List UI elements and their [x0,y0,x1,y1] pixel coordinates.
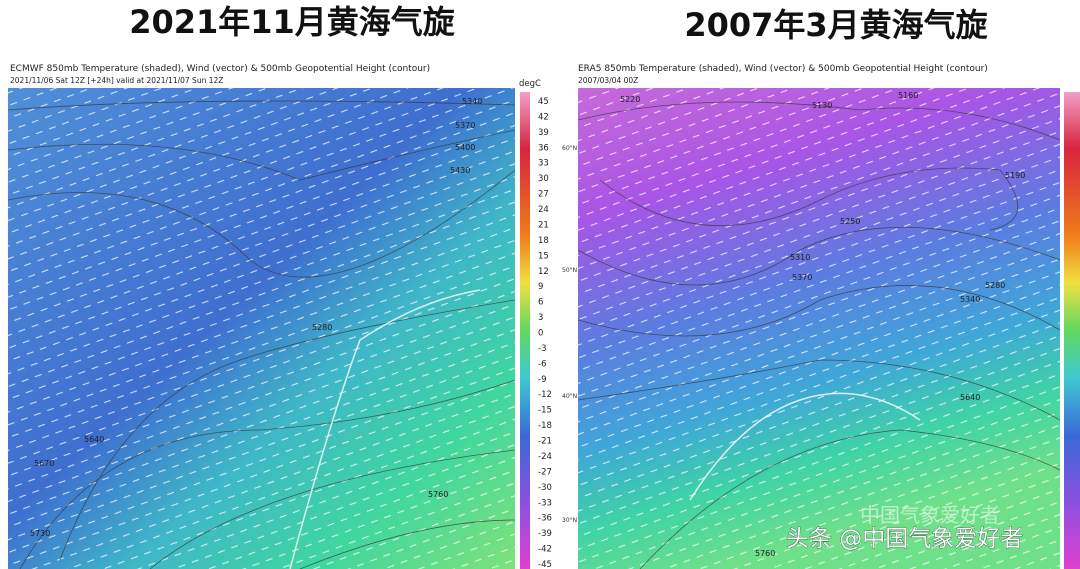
colorbar-tick-label: -39 [538,529,552,539]
panel-subheader: 2021/11/06 Sat 12Z [+24h] valid at 2021/… [10,76,223,85]
contour-label: 5640 [84,435,104,444]
colorbar-tick-label: 24 [538,205,549,215]
panel-title: 2007年3月黄海气旋 [684,6,987,44]
contour-label: 5760 [428,490,448,499]
watermark-faint: 中国气象爱好者 [860,503,1000,527]
latitude-label: 50°N [562,267,577,274]
colorbar-tick-label: 0 [538,329,543,339]
colorbar-tick-label: -9 [538,375,546,385]
colorbar-tick-label: -36 [538,514,552,524]
colorbar-tick-label: -27 [538,467,552,477]
contour-label: 5130 [812,101,832,110]
contour-label: 5730 [30,529,50,538]
contour-label: 5220 [620,95,640,104]
colorbar-tick-label: 12 [538,267,549,277]
panel-header: ERA5 850mb Temperature (shaded), Wind (v… [578,64,988,74]
contour-label: 5370 [455,121,475,130]
colorbar-tick-label: -42 [538,545,552,555]
colorbar-unit: degC [519,79,541,89]
colorbar-tick-label: -24 [538,452,552,462]
colorbar-tick-label: -6 [538,359,546,369]
watermark: 头条 @中国气象爱好者 [786,526,1023,552]
colorbar-tick-label: -21 [538,437,552,447]
contour-label: 5190 [1005,171,1025,180]
colorbar-tick-label: 33 [538,159,549,169]
colorbar-tick-label: 15 [538,251,549,261]
colorbar-tick-label: -30 [538,483,552,493]
colorbar [1064,92,1080,569]
colorbar-tick-label: -12 [538,390,552,400]
colorbar-tick-label: 3 [538,313,543,323]
colorbar-tick-label: 36 [538,143,549,153]
colorbar-tick-label: -15 [538,406,552,416]
contour-label: 5400 [455,143,475,152]
latitude-label: 30°N [562,517,577,524]
contour-label: 5310 [790,253,810,262]
colorbar [520,92,530,569]
colorbar-tick-label: -45 [538,560,552,569]
colorbar-tick-label: 45 [538,97,549,107]
contour-label: 5250 [840,217,860,226]
contour-label: 5370 [792,273,812,282]
panel-title: 2021年11月黄海气旋 [129,3,455,41]
contour-label: 5280 [985,281,1005,290]
contour-label: 5340 [462,97,482,106]
contour-label: 5340 [960,295,980,304]
panel-header: ECMWF 850mb Temperature (shaded), Wind (… [10,64,430,74]
contour-label: 5160 [898,91,918,100]
colorbar-tick-label: -33 [538,498,552,508]
colorbar-tick-label: 9 [538,282,543,292]
panel-subheader: 2007/03/04 00Z [578,76,638,85]
contour-label: 5670 [34,459,54,468]
colorbar-tick-label: -18 [538,421,552,431]
contour-label: 5430 [450,166,470,175]
colorbar-tick-label: 21 [538,220,549,230]
colorbar-tick-label: -3 [538,344,546,354]
colorbar-tick-label: 30 [538,174,549,184]
latitude-label: 60°N [562,145,577,152]
contour-label: 5640 [960,393,980,402]
colorbar-tick-label: 39 [538,128,549,138]
colorbar-tick-label: 18 [538,236,549,246]
colorbar-tick-label: 6 [538,298,543,308]
colorbar-tick-label: 27 [538,190,549,200]
left-map [7,88,516,569]
contour-label: 5760 [755,549,775,558]
latitude-label: 40°N [562,393,577,400]
colorbar-tick-label: 42 [538,112,549,122]
right-map [577,88,1061,569]
contour-label: 5280 [312,323,332,332]
